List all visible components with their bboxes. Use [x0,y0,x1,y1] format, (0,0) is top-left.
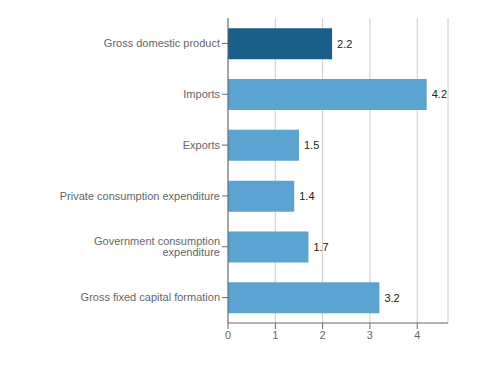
svg-text:1.7: 1.7 [313,241,328,253]
svg-text:1: 1 [272,329,278,341]
svg-text:1.5: 1.5 [304,139,319,151]
svg-text:Exports: Exports [183,139,221,151]
svg-text:4: 4 [414,329,420,341]
svg-text:0: 0 [225,329,231,341]
svg-text:Imports: Imports [183,88,220,100]
svg-text:1.4: 1.4 [299,190,314,202]
svg-text:Gross domestic product: Gross domestic product [104,37,220,49]
svg-text:Gross fixed capital formation: Gross fixed capital formation [81,291,220,303]
svg-text:2: 2 [320,329,326,341]
svg-text:Government consumptionexpendit: Government consumptionexpenditure [94,235,220,258]
svg-text:Private consumption expenditur: Private consumption expenditure [60,190,220,202]
svg-text:4.2: 4.2 [432,88,447,100]
svg-text:3: 3 [367,329,373,341]
svg-text:3.2: 3.2 [384,292,399,304]
svg-text:2.2: 2.2 [337,38,352,50]
